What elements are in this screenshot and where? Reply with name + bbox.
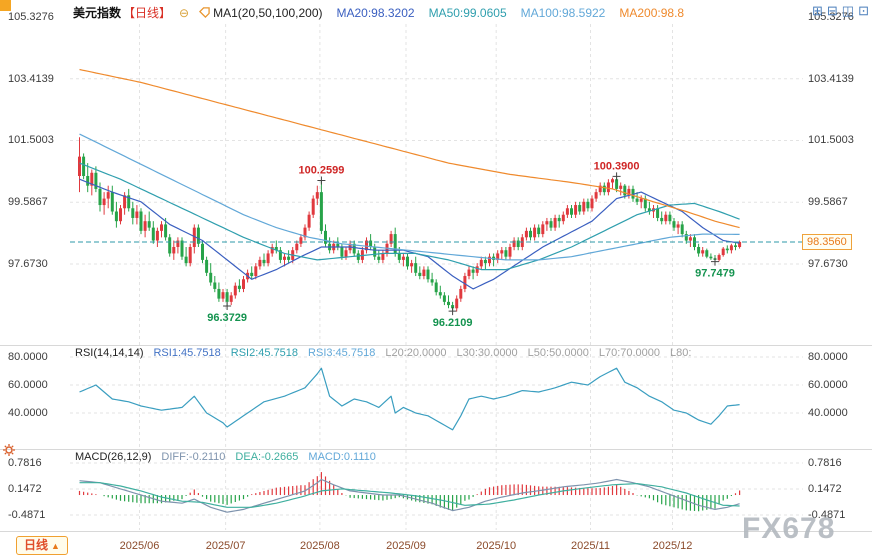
layout-single-icon[interactable]: ⊡ [858,3,869,18]
macd-axis-label-right: 0.1472 [808,483,842,495]
settings-gear-icon[interactable] [2,443,16,462]
y-axis-label-right: 101.5003 [808,134,854,147]
legend-item: MA20:98.3202 [336,5,415,20]
rsi-title[interactable]: RSI(14,14,14) [75,347,144,359]
rsi-header: RSI(14,14,14) RSI1:45.7518 RSI2:45.7518 RSI… [75,347,747,359]
macd-title[interactable]: MACD(26,12,9) [75,451,152,463]
rsi-axis-label-right: 60.0000 [808,379,848,391]
panel-divider [0,449,872,450]
rsi-axis-label-left: 60.0000 [8,379,48,391]
legend-item: RSI1:45.7518 [153,347,221,359]
legend-item: L20:20.0000 [385,347,447,359]
macd-header: MACD(26,12,9) DIFF:-0.2110 DEA:-0.2665 MACD… [75,451,376,463]
legend-item: MA200:98.8 [619,5,685,20]
legend-item: RSI2:45.7518 [230,347,299,359]
y-axis-label-left: 97.6730 [8,257,48,270]
rsi-legend: RSI1:45.7518 RSI2:45.7518 RSI3:45.7518 L20:… [143,347,691,359]
macd-axis-label-right: 0.7816 [808,457,842,469]
watermark: FX678 [742,512,836,545]
period-button-label: 日线 [24,538,49,552]
legend-item: MACD:0.1110 [308,451,376,463]
price-annotation: 96.3729 [207,312,247,324]
x-axis-date-label: 2025/06 [119,540,160,552]
period-selector-button[interactable]: 日线 ▲ [16,536,68,555]
legend-item: DIFF:-0.2110 [161,451,226,463]
x-axis-date-label: 2025/10 [476,540,517,552]
price-annotation: 96.2109 [433,317,473,329]
legend-item: MA50:99.0605 [428,5,507,20]
x-axis-date-label: 2025/07 [205,540,246,552]
legend-item: L80: [670,347,692,359]
legend-item: L50:50.0000 [527,347,589,359]
legend-item: MA100:98.5922 [520,5,606,20]
layout-vsplit-icon[interactable]: ◫ [841,3,855,18]
app-logo [0,0,11,11]
macd-legend: DIFF:-0.2110 DEA:-0.2665 MACD:0.1110 [151,451,375,463]
symbol-name: 美元指数 [73,6,122,20]
price-annotation: 97.7479 [695,268,735,280]
price-annotation: 100.2599 [298,165,344,177]
panel-divider [0,531,872,532]
layout-grid-icon[interactable]: ⊞ [811,3,823,18]
x-axis-date-label: 2025/08 [300,540,340,552]
y-axis-label-right: 105.3276 [808,11,854,23]
price-annotation: 100.3900 [594,160,640,172]
macd-axis-label-right: -0.4871 [808,508,846,521]
last-price-tag: 98.3560 [802,234,852,250]
rsi-axis-label-left: 40.0000 [8,407,48,419]
rsi-axis-label-left: 80.0000 [8,351,48,363]
y-axis-label-left: 99.5867 [8,196,48,209]
main-chart-header: 美元指数 【日线】 ⊖ MA1(20,50,100,200) MA20:98.3… [73,4,684,21]
y-axis-label-right: 103.4139 [808,72,854,85]
collapse-circle-icon[interactable]: ⊖ [179,5,190,20]
chevron-up-icon: ▲ [51,541,60,551]
x-axis-date-label: 2025/09 [386,540,426,552]
ma-settings-label[interactable]: MA1(20,50,100,200) [213,5,323,20]
period-label: 【日线】 [123,6,172,20]
indicator-tag-icon[interactable] [199,7,210,18]
y-axis-label-left: 105.3276 [8,11,54,23]
macd-axis-label-left: 0.7816 [8,457,42,469]
rsi-axis-label-right: 40.0000 [808,407,848,419]
layout-hsplit-icon[interactable]: ⊟ [826,3,838,18]
x-axis-date-label: 2025/12 [652,540,693,552]
legend-item: DEA:-0.2665 [235,451,299,463]
panel-divider [0,345,872,346]
macd-axis-label-left: 0.1472 [8,483,42,495]
legend-item: L30:30.0000 [456,347,518,359]
y-axis-label-left: 101.5003 [8,134,54,147]
ma-legend: MA20:98.3202 MA50:99.0605 MA100:98.5922 MA2… [323,6,685,20]
legend-item: L70:70.0000 [598,347,661,359]
rsi-axis-label-right: 80.0000 [808,351,848,363]
x-axis-date-label: 2025/11 [571,540,610,552]
y-axis-label-right: 97.6730 [808,257,848,270]
macd-axis-label-left: -0.4871 [8,508,46,521]
y-axis-label-left: 103.4139 [8,72,54,85]
y-axis-label-right: 99.5867 [808,196,848,209]
legend-item: RSI3:45.7518 [308,347,376,359]
layout-toolbar: ⊞ ⊟ ◫ ⊡ [808,2,869,20]
